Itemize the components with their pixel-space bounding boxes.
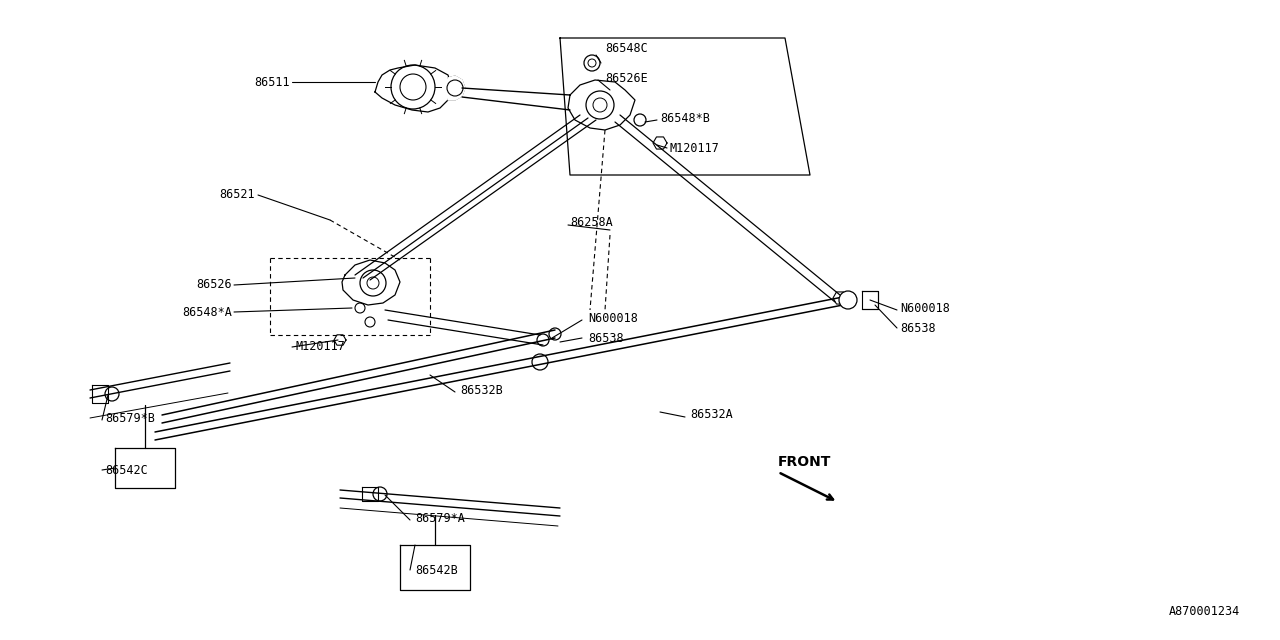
- Text: 86526: 86526: [196, 278, 232, 291]
- Text: 86548*A: 86548*A: [182, 305, 232, 319]
- Text: A870001234: A870001234: [1169, 605, 1240, 618]
- Text: 86542B: 86542B: [415, 563, 458, 577]
- Text: 86532B: 86532B: [460, 383, 503, 397]
- Circle shape: [838, 291, 858, 309]
- Text: 86579*B: 86579*B: [105, 412, 155, 424]
- Text: 86532A: 86532A: [690, 408, 732, 422]
- Text: FRONT: FRONT: [778, 455, 832, 469]
- Text: 86548*B: 86548*B: [660, 111, 710, 125]
- Text: 86538: 86538: [588, 332, 623, 344]
- Text: 86521: 86521: [219, 189, 255, 202]
- Text: 86542C: 86542C: [105, 463, 147, 477]
- Text: N600018: N600018: [900, 301, 950, 314]
- Polygon shape: [861, 291, 878, 309]
- Text: M120117: M120117: [669, 141, 719, 154]
- Text: N600018: N600018: [588, 312, 637, 324]
- Text: M120117: M120117: [294, 340, 344, 353]
- Text: 86548C: 86548C: [605, 42, 648, 54]
- Text: 86526E: 86526E: [605, 72, 648, 84]
- Text: 86579*A: 86579*A: [415, 511, 465, 525]
- Polygon shape: [448, 76, 465, 100]
- Text: 86258A: 86258A: [570, 216, 613, 228]
- Text: 86511: 86511: [255, 76, 291, 88]
- Text: 86538: 86538: [900, 321, 936, 335]
